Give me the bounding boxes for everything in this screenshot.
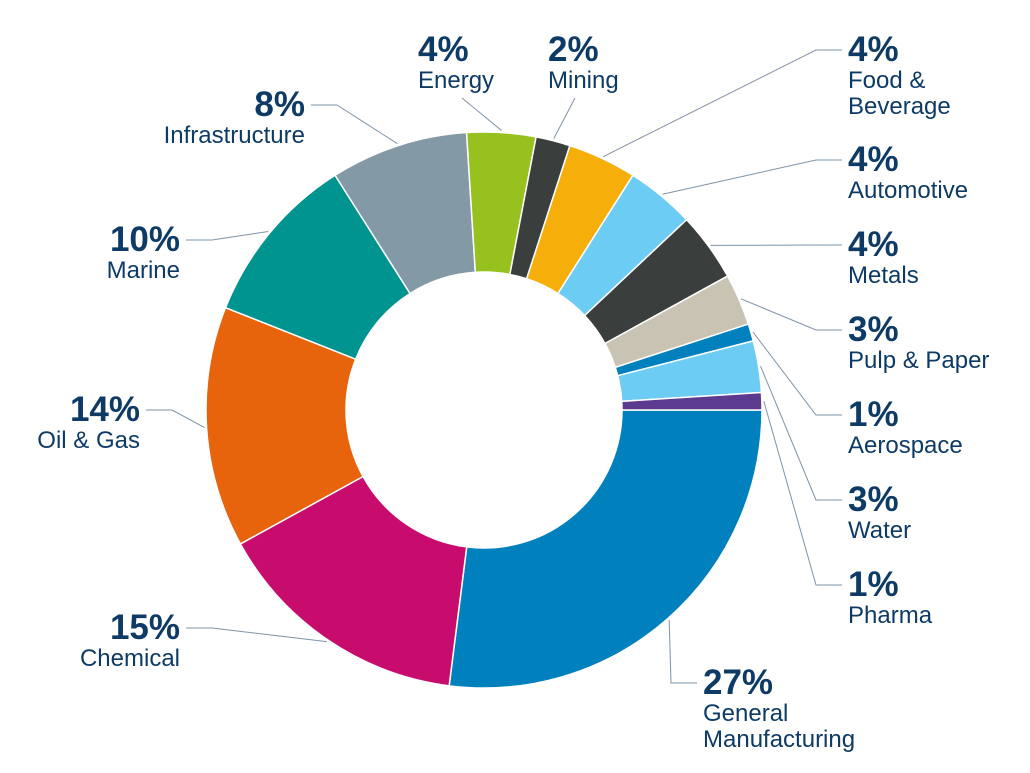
leader-line (186, 627, 327, 643)
leader-line (553, 97, 576, 140)
leader-line (461, 97, 502, 131)
leader-line (763, 401, 842, 586)
data-label: 2% Mining (548, 32, 619, 94)
value-label: 1% (848, 565, 899, 604)
value-label: 2% (548, 30, 599, 69)
value-label: 8% (254, 85, 305, 124)
category-label: Marine (106, 257, 180, 284)
value-label: 3% (848, 480, 899, 519)
data-label: 4% Automotive (848, 142, 968, 204)
value-label: 14% (69, 390, 140, 429)
data-label: 1% Aerospace (848, 397, 963, 459)
leader-line (186, 231, 269, 241)
data-label: 10% Marine (107, 222, 180, 284)
data-label: 3% Pulp & Paper (848, 312, 989, 374)
data-label: 14% Oil & Gas (37, 392, 140, 454)
value-label: 15% (109, 608, 180, 647)
category-label: Pulp & Paper (848, 347, 990, 374)
value-label: 27% (703, 663, 774, 702)
leader-line (760, 366, 842, 501)
category-label: Metals (848, 262, 919, 289)
category-label: Food & Beverage (848, 67, 951, 120)
category-label: Infrastructure (163, 122, 305, 149)
data-label: 3% Water (848, 482, 911, 544)
value-label: 4% (848, 30, 899, 69)
data-label: 4% Metals (848, 227, 919, 289)
leader-line (602, 49, 842, 158)
donut-slice (205, 306, 365, 545)
data-label: 27% General Manufacturing (703, 665, 893, 753)
category-label: Automotive (848, 177, 969, 204)
data-label: 1% Pharma (848, 567, 932, 629)
data-label: 4% Food & Beverage (848, 32, 978, 120)
data-label: 4% Energy (418, 32, 494, 94)
value-label: 4% (848, 140, 899, 179)
value-label: 10% (109, 220, 180, 259)
donut-slice (448, 409, 763, 689)
leader-line (668, 620, 697, 684)
value-label: 1% (848, 395, 899, 434)
value-label: 3% (848, 310, 899, 349)
leader-line (740, 298, 842, 331)
category-label: Pharma (848, 602, 933, 629)
value-label: 4% (418, 30, 469, 69)
value-label: 4% (848, 225, 899, 264)
data-label: 8% Infrastructure (164, 87, 305, 149)
category-label: Mining (548, 67, 619, 94)
category-label: Water (848, 517, 912, 544)
category-label: Oil & Gas (37, 427, 140, 454)
leader-line (662, 159, 842, 195)
donut-slice (620, 391, 763, 411)
leader-line (752, 331, 842, 416)
category-label: Aerospace (848, 432, 963, 459)
leader-line (146, 409, 205, 429)
category-label: Chemical (79, 645, 180, 672)
category-label: Energy (418, 67, 495, 94)
data-label: 15% Chemical (80, 610, 180, 672)
category-label: General Manufacturing (703, 700, 856, 753)
donut-slice (239, 475, 468, 687)
leader-line (311, 104, 398, 145)
